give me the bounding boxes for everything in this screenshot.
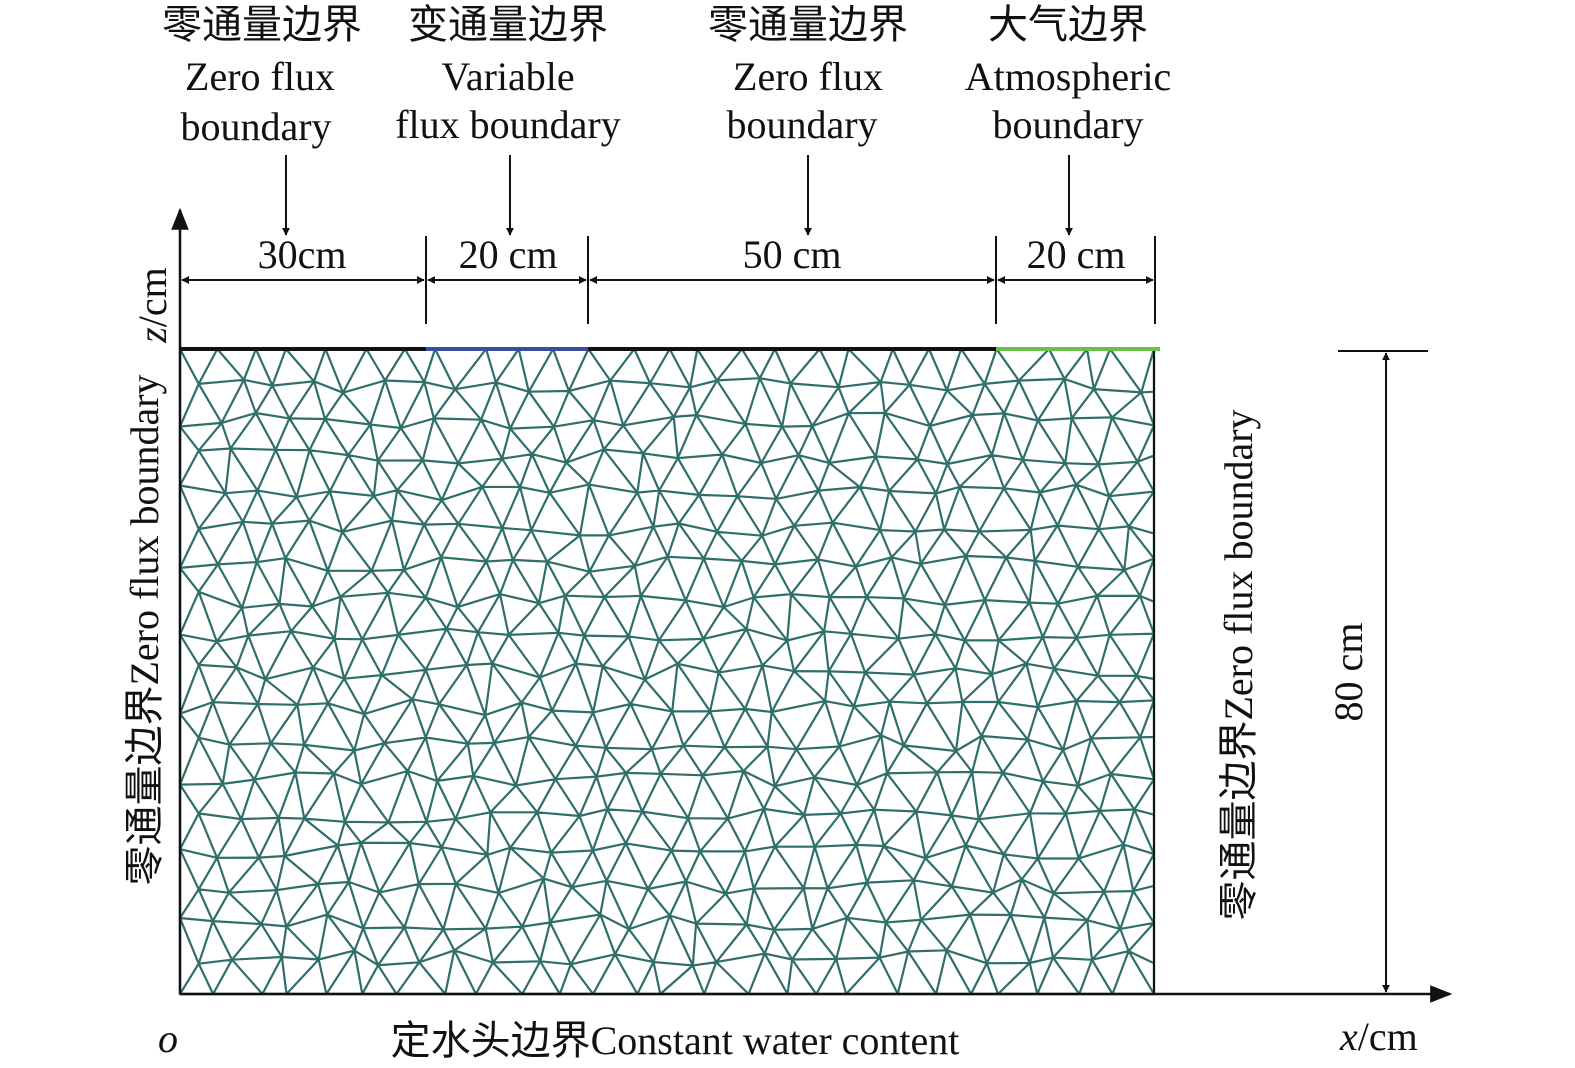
axes: o x/cm z/cm	[130, 207, 1453, 1061]
z-axis-unit: /cm	[130, 267, 175, 327]
top-label-4-en2: boundary	[992, 102, 1143, 147]
label-arrows	[282, 155, 1073, 236]
z-axis-var: z	[130, 327, 175, 344]
right-boundary-label: 零通量边界Zero flux boundary	[1216, 409, 1261, 920]
width-dimensions: 30cm 20 cm 50 cm 20 cm	[181, 232, 1156, 324]
top-label-2-en1: Variable	[441, 54, 574, 99]
bottom-boundary-label: 定水头边界Constant water content	[391, 1018, 960, 1063]
top-label-1-cn: 零通量边界	[162, 2, 362, 47]
mesh-domain	[178, 347, 1156, 996]
x-axis-var: x	[1339, 1014, 1358, 1059]
x-axis-label: x/cm	[1339, 1014, 1418, 1059]
top-label-1-en1: Zero flux	[185, 54, 335, 99]
dim-label-2: 20 cm	[459, 232, 558, 277]
top-label-2-cn: 变通量边界	[408, 2, 608, 47]
top-label-1-en2: boundary	[180, 104, 331, 149]
height-label: 80 cm	[1326, 623, 1371, 722]
dim-label-3: 50 cm	[743, 232, 842, 277]
dim-label-4: 20 cm	[1027, 232, 1126, 277]
dim-label-1: 30cm	[258, 232, 347, 277]
top-label-2-en2: flux boundary	[395, 102, 621, 147]
z-axis-label: z/cm	[130, 267, 175, 344]
left-boundary-label: 零通量边界Zero flux boundary	[122, 374, 167, 885]
top-label-3-cn: 零通量边界	[708, 2, 908, 47]
x-axis-unit: /cm	[1358, 1014, 1418, 1059]
height-dimension: 80 cm	[1326, 350, 1428, 993]
top-label-3-en2: boundary	[726, 102, 877, 147]
top-label-4-cn: 大气边界	[988, 2, 1148, 47]
origin-label: o	[158, 1016, 178, 1061]
top-label-4-en1: Atmospheric	[965, 54, 1172, 99]
top-label-3-en1: Zero flux	[733, 54, 883, 99]
top-labels: 零通量边界 Zero flux boundary 变通量边界 Variable …	[162, 2, 1171, 149]
